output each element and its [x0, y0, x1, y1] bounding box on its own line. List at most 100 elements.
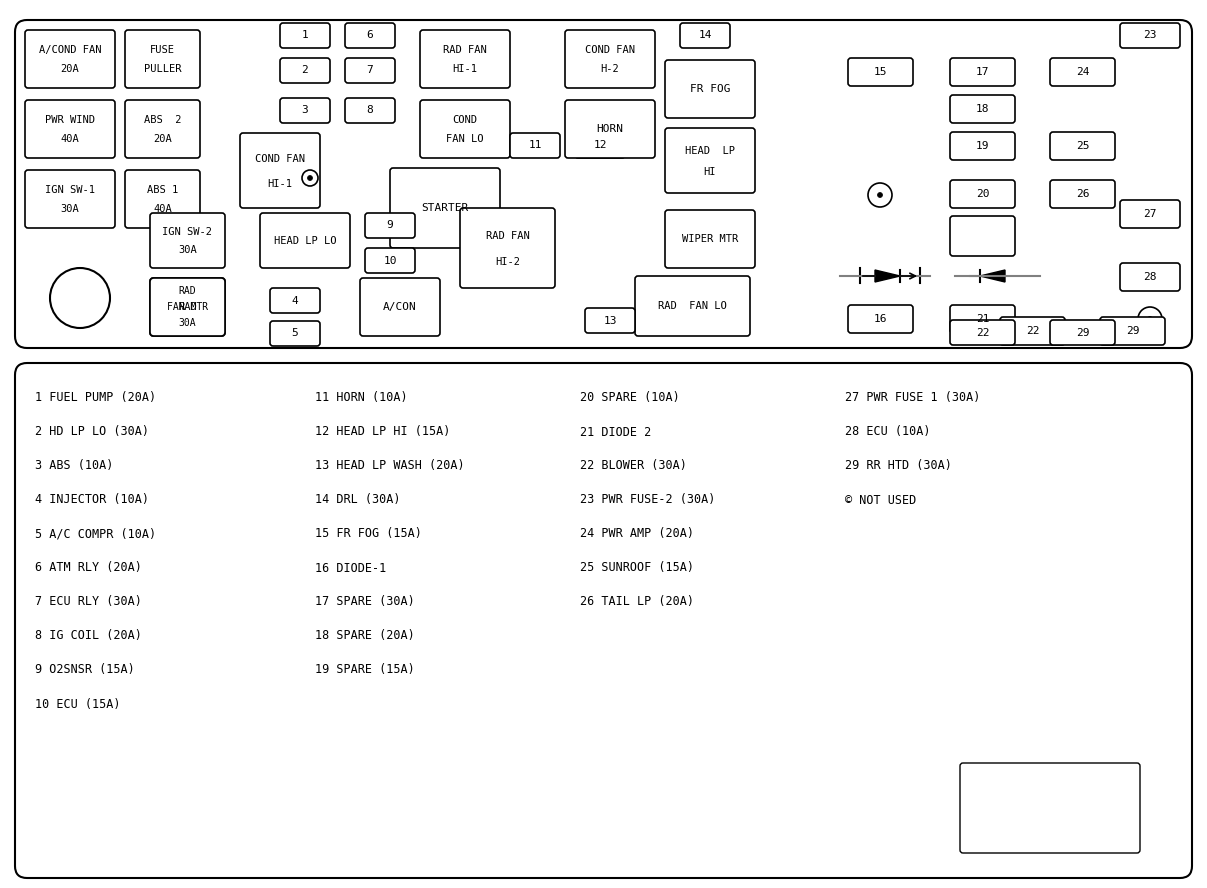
- FancyBboxPatch shape: [1120, 200, 1180, 228]
- Text: A/CON: A/CON: [383, 302, 416, 312]
- Text: FAN LO: FAN LO: [447, 134, 484, 145]
- FancyBboxPatch shape: [240, 133, 320, 208]
- Text: RAD FAN: RAD FAN: [485, 231, 530, 241]
- Text: 4 INJECTOR (10A): 4 INJECTOR (10A): [35, 494, 148, 506]
- Text: FAN MTR: FAN MTR: [167, 302, 208, 312]
- Text: 29: 29: [1075, 328, 1089, 337]
- FancyBboxPatch shape: [1050, 132, 1115, 160]
- Text: A/COND FAN: A/COND FAN: [39, 45, 101, 55]
- Text: PULLER: PULLER: [144, 65, 181, 75]
- FancyBboxPatch shape: [270, 321, 320, 346]
- FancyBboxPatch shape: [126, 170, 200, 228]
- Circle shape: [1138, 307, 1162, 331]
- FancyBboxPatch shape: [960, 763, 1139, 853]
- FancyBboxPatch shape: [150, 278, 225, 336]
- Text: HI-1: HI-1: [453, 65, 478, 75]
- FancyBboxPatch shape: [280, 58, 330, 83]
- Text: 13 HEAD LP WASH (20A): 13 HEAD LP WASH (20A): [315, 459, 465, 472]
- FancyBboxPatch shape: [365, 213, 415, 238]
- FancyBboxPatch shape: [1120, 23, 1180, 48]
- FancyBboxPatch shape: [150, 213, 225, 268]
- FancyBboxPatch shape: [849, 58, 912, 86]
- Text: 40A: 40A: [60, 134, 80, 145]
- Text: 20A: 20A: [153, 134, 171, 145]
- Circle shape: [877, 193, 882, 197]
- FancyBboxPatch shape: [950, 180, 1015, 208]
- Text: 9 O2SNSR (15A): 9 O2SNSR (15A): [35, 663, 135, 677]
- FancyBboxPatch shape: [150, 278, 225, 336]
- Text: 26 TAIL LP (20A): 26 TAIL LP (20A): [581, 596, 694, 608]
- Text: 25: 25: [1075, 141, 1089, 151]
- Text: 9: 9: [386, 220, 393, 231]
- Text: FR FOG: FR FOG: [689, 84, 730, 94]
- Text: 6: 6: [367, 30, 373, 41]
- Text: 11: 11: [529, 140, 542, 150]
- FancyBboxPatch shape: [270, 288, 320, 313]
- FancyBboxPatch shape: [460, 208, 555, 288]
- FancyBboxPatch shape: [126, 100, 200, 158]
- Text: 29 RR HTD (30A): 29 RR HTD (30A): [845, 459, 952, 472]
- Text: 22: 22: [975, 328, 990, 337]
- Text: 14: 14: [699, 30, 712, 41]
- Text: HI: HI: [704, 167, 716, 178]
- Text: 2: 2: [302, 66, 308, 75]
- Text: 21: 21: [975, 314, 990, 324]
- FancyBboxPatch shape: [950, 320, 1015, 345]
- Circle shape: [302, 170, 317, 186]
- Text: HORN: HORN: [596, 124, 624, 134]
- FancyBboxPatch shape: [1120, 263, 1180, 291]
- FancyBboxPatch shape: [14, 20, 1193, 348]
- FancyBboxPatch shape: [25, 170, 115, 228]
- FancyBboxPatch shape: [635, 276, 750, 336]
- FancyBboxPatch shape: [1100, 317, 1165, 345]
- Text: FUSE: FUSE: [150, 45, 175, 55]
- Text: 29: 29: [1126, 326, 1139, 336]
- Text: 25 SUNROOF (15A): 25 SUNROOF (15A): [581, 561, 694, 575]
- Text: 5 A/C COMPR (10A): 5 A/C COMPR (10A): [35, 527, 156, 541]
- Text: 28 ECU (10A): 28 ECU (10A): [845, 425, 931, 439]
- Text: 7: 7: [367, 66, 373, 75]
- FancyBboxPatch shape: [25, 100, 115, 158]
- Text: 10: 10: [384, 256, 397, 266]
- FancyBboxPatch shape: [260, 213, 350, 268]
- Text: 6 ATM RLY (20A): 6 ATM RLY (20A): [35, 561, 142, 575]
- Text: 22 BLOWER (30A): 22 BLOWER (30A): [581, 459, 687, 472]
- FancyBboxPatch shape: [950, 132, 1015, 160]
- FancyBboxPatch shape: [950, 95, 1015, 123]
- FancyBboxPatch shape: [575, 133, 625, 158]
- Text: COND FAN: COND FAN: [585, 45, 635, 55]
- Text: 8 IG COIL (20A): 8 IG COIL (20A): [35, 630, 142, 643]
- Text: 3 ABS (10A): 3 ABS (10A): [35, 459, 113, 472]
- FancyBboxPatch shape: [280, 98, 330, 123]
- Text: PWR WIND: PWR WIND: [45, 115, 95, 125]
- FancyBboxPatch shape: [950, 58, 1015, 86]
- FancyBboxPatch shape: [950, 216, 1015, 256]
- Text: RAD  FAN LO: RAD FAN LO: [658, 301, 727, 311]
- Text: RAD FAN: RAD FAN: [443, 45, 486, 55]
- Text: 20A: 20A: [60, 65, 80, 75]
- Text: 19 SPARE (15A): 19 SPARE (15A): [315, 663, 415, 677]
- Text: RAD: RAD: [179, 286, 197, 296]
- Text: 27 PWR FUSE 1 (30A): 27 PWR FUSE 1 (30A): [845, 392, 980, 405]
- Text: COND: COND: [453, 115, 478, 125]
- FancyBboxPatch shape: [345, 98, 395, 123]
- FancyBboxPatch shape: [511, 133, 560, 158]
- FancyBboxPatch shape: [950, 305, 1015, 333]
- Text: 1: 1: [302, 30, 308, 41]
- FancyBboxPatch shape: [365, 248, 415, 273]
- Text: 24 PWR AMP (20A): 24 PWR AMP (20A): [581, 527, 694, 541]
- Text: 10 ECU (15A): 10 ECU (15A): [35, 697, 121, 710]
- Text: 40A: 40A: [153, 204, 171, 214]
- FancyBboxPatch shape: [420, 30, 511, 88]
- Text: 20 SPARE (10A): 20 SPARE (10A): [581, 392, 680, 405]
- FancyBboxPatch shape: [126, 30, 200, 88]
- Text: 14 DRL (30A): 14 DRL (30A): [315, 494, 401, 506]
- Circle shape: [868, 183, 892, 207]
- Text: 12 HEAD LP HI (15A): 12 HEAD LP HI (15A): [315, 425, 450, 439]
- FancyBboxPatch shape: [1050, 180, 1115, 208]
- FancyBboxPatch shape: [1001, 317, 1065, 345]
- FancyBboxPatch shape: [420, 100, 511, 158]
- Text: 5: 5: [292, 329, 298, 338]
- Text: 17: 17: [975, 67, 990, 77]
- FancyBboxPatch shape: [345, 58, 395, 83]
